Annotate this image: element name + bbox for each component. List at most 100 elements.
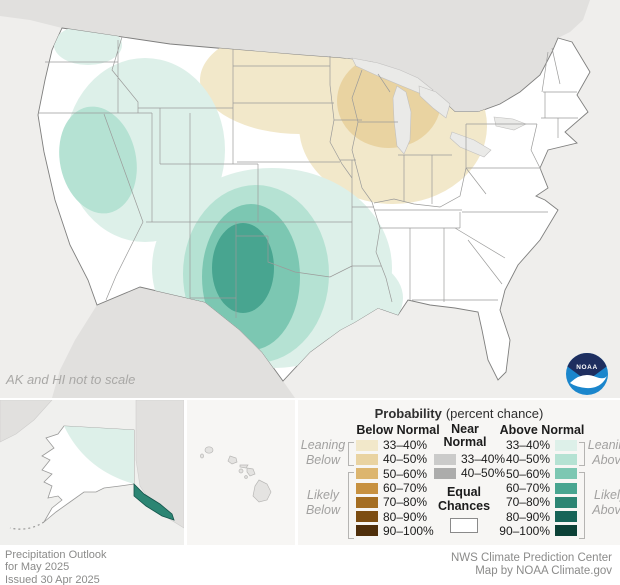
lake-ontario — [493, 116, 527, 131]
equal-chances-label: Equal Chances — [437, 485, 491, 513]
footer-title-block: Precipitation Outlook for May 2025 Issue… — [5, 549, 107, 585]
leaning-below-line1: Leaning — [300, 438, 346, 452]
above-swatch — [555, 525, 577, 537]
alaska-inset — [0, 399, 185, 545]
near-swatch — [434, 453, 456, 465]
legend-near-rows: 33–40% 40–50% — [434, 452, 505, 481]
likely-above-label: Likely Above — [586, 488, 620, 518]
near-range-label: 33–40% — [461, 452, 506, 467]
legend-near-header: Near Normal — [443, 422, 487, 449]
footer-credit-block: NWS Climate Prediction Center Map by NOA… — [451, 552, 612, 578]
great-lakes — [351, 57, 527, 158]
alaska-above-normal-region — [64, 426, 134, 484]
above-range-label: 50–60% — [505, 466, 550, 481]
leaning-below-line2: Below — [305, 453, 341, 467]
below-swatch — [356, 525, 378, 537]
above-swatch — [555, 468, 577, 480]
legend-row-below: 33–40% — [356, 438, 434, 452]
near-swatch — [434, 467, 456, 479]
above-range-label: 80–90% — [505, 509, 550, 524]
legend-above-rows: 33–40% 40–50% 50–60% 60–70% 70–80% 80–90… — [498, 438, 577, 538]
legend-row-above: 40–50% — [498, 452, 577, 466]
below-swatch — [356, 453, 378, 465]
likely-below-line1: Likely — [307, 488, 339, 502]
legend-title: Probability (percent chance) — [298, 406, 620, 421]
leaning-above-line2: Above — [592, 453, 620, 467]
above-swatch — [555, 453, 577, 465]
legend-row-below: 60–70% — [356, 481, 434, 495]
canada-landmass — [0, 0, 590, 112]
legend-row-above: 60–70% — [498, 481, 577, 495]
noaa-logo-bird — [570, 375, 607, 389]
island-kauai — [204, 446, 214, 454]
island-niihau — [200, 453, 204, 459]
legend-row-above: 33–40% — [498, 438, 577, 452]
likely-above-line1: Likely — [594, 488, 620, 502]
island-kahoolawe — [244, 475, 248, 479]
legend-row-below: 50–60% — [356, 467, 434, 481]
bracket-likely-above — [579, 472, 585, 539]
island-lanai — [238, 468, 244, 474]
lake-michigan — [392, 85, 412, 155]
footer-title-line: for May 2025 — [5, 561, 70, 574]
map-scale-note: AK and HI not to scale — [6, 372, 136, 387]
footer-title-line: Issued 30 Apr 2025 — [5, 573, 100, 585]
legend-row-above: 80–90% — [498, 509, 577, 524]
island-hawaii-big-island — [252, 479, 272, 503]
above-range-label: 40–50% — [505, 452, 550, 467]
legend-row-below: 40–50% — [356, 452, 434, 466]
legend-row-below: 90–100% — [356, 524, 434, 538]
below-range-label: 70–80% — [383, 495, 428, 510]
conus-map: NOAA AK and HI not to scale — [0, 0, 620, 398]
legend-row-below: 70–80% — [356, 495, 434, 509]
above-swatch — [555, 482, 577, 494]
above-swatch — [555, 439, 577, 451]
noaa-logo: NOAA — [566, 353, 608, 395]
footer: Precipitation Outlook for May 2025 Issue… — [0, 547, 620, 585]
legend-row-near: 33–40% — [434, 452, 505, 466]
footer-credit-line: NWS Climate Prediction Center — [450, 552, 612, 564]
noaa-logo-text: NOAA — [576, 364, 598, 371]
leaning-below-label: Leaning Below — [299, 438, 347, 468]
legend-title-main: Probability — [374, 406, 442, 421]
aleutian-islands — [9, 521, 45, 530]
below-range-label: 40–50% — [383, 452, 428, 467]
above-normal-blob-south-central-60-70 — [212, 223, 274, 313]
below-range-label: 60–70% — [383, 481, 428, 496]
legend-above-header: Above Normal — [499, 423, 585, 437]
below-range-label: 90–100% — [383, 523, 434, 538]
mexico-landmass — [52, 287, 295, 398]
bracket-leaning-above — [579, 442, 585, 466]
likely-above-line2: Above — [592, 503, 620, 517]
alaska-panhandle-likely-above — [133, 483, 175, 521]
bracket-likely-below — [348, 472, 354, 539]
likely-below-label: Likely Below — [299, 488, 347, 518]
below-swatch — [356, 496, 378, 508]
legend-row-above: 90–100% — [498, 524, 577, 538]
legend-below-rows: 33–40% 40–50% 50–60% 60–70% 70–80% 80–90… — [356, 438, 434, 538]
russia-landmass — [0, 399, 53, 443]
legend-row-above: 50–60% — [498, 467, 577, 481]
above-range-label: 33–40% — [505, 438, 550, 453]
below-range-label: 80–90% — [383, 509, 428, 524]
footer-title-line: Precipitation Outlook — [5, 549, 107, 561]
legend-row-above: 70–80% — [498, 495, 577, 509]
bracket-leaning-below — [348, 442, 354, 466]
likely-below-line2: Below — [305, 503, 341, 517]
island-maui — [246, 467, 256, 477]
above-swatch — [555, 496, 577, 508]
hawaii-islands — [200, 446, 272, 503]
conus-map-svg: NOAA — [0, 0, 620, 398]
state-borders — [38, 36, 578, 320]
leaning-above-label: Leaning Above — [586, 438, 620, 468]
island-molokai — [239, 464, 249, 469]
lake-erie — [449, 131, 492, 158]
alaska-inset-svg — [0, 399, 185, 530]
equal-chances-swatch — [450, 518, 478, 533]
below-range-label: 33–40% — [383, 438, 428, 453]
above-range-label: 90–100% — [499, 523, 550, 538]
below-swatch — [356, 482, 378, 494]
below-range-label: 50–60% — [383, 466, 428, 481]
near-range-label: 40–50% — [461, 466, 506, 481]
above-range-label: 60–70% — [505, 481, 550, 496]
